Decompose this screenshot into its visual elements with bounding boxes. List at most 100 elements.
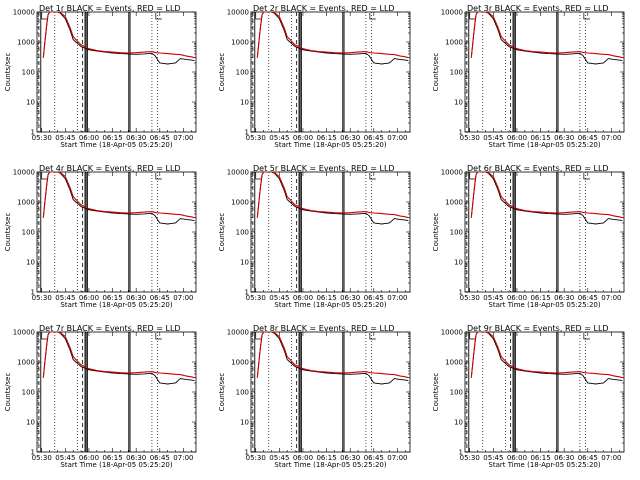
x-tick-label: 07:00 <box>173 134 193 142</box>
x-tick-label: 06:00 <box>507 454 527 462</box>
series-group <box>470 172 623 225</box>
x-tick-label: 06:30 <box>340 134 360 142</box>
x-tick-label: 06:45 <box>150 294 170 302</box>
flag-marker <box>583 173 590 180</box>
detector-panel-2: Det 2r BLACK = Events, RED = LLD 1 10 100 10… <box>218 4 411 149</box>
x-tick-label: 05:45 <box>269 454 289 462</box>
y-axis-label: Counts/sec <box>218 53 226 92</box>
x-tick-label: 07:00 <box>387 294 407 302</box>
y-tick-label: 10000 <box>13 9 35 17</box>
x-axis-label: Start Time (18-Apr-05 05:25:20) <box>60 141 172 149</box>
series-line-lld <box>42 12 195 59</box>
y-axis-label: Counts/sec <box>4 373 12 412</box>
flag-marker <box>583 333 590 340</box>
x-axis-label: Start Time (18-Apr-05 05:25:20) <box>488 301 600 309</box>
vertical-markers <box>38 12 158 132</box>
y-tick-label: 1 <box>459 129 463 137</box>
flag-marker <box>41 173 48 180</box>
detector-panel-7: Det 7r BLACK = Events, RED = LLD 1 10 100 10… <box>4 324 197 469</box>
series-line-lld <box>470 332 623 379</box>
x-axis-label: Start Time (18-Apr-05 05:25:20) <box>60 301 172 309</box>
y-tick-label: 10000 <box>441 9 463 17</box>
plot-frame <box>36 11 197 133</box>
series-line-events <box>256 172 409 225</box>
series-group <box>470 12 623 65</box>
y-tick-label: 1 <box>459 449 463 457</box>
y-tick-label: 10 <box>454 99 463 107</box>
x-tick-label: 05:30 <box>246 134 266 142</box>
x-tick-label: 07:00 <box>601 294 621 302</box>
y-tick-label: 10 <box>26 99 35 107</box>
plot-frame <box>250 171 411 293</box>
flag-marker <box>155 173 162 180</box>
x-tick-label: 06:45 <box>364 454 384 462</box>
y-tick-label: 100 <box>22 229 35 237</box>
x-tick-label: 05:30 <box>32 134 52 142</box>
x-tick-label: 06:15 <box>316 454 336 462</box>
flag-marker <box>583 13 590 20</box>
x-tick-label: 06:30 <box>126 134 146 142</box>
x-tick-label: 05:30 <box>460 454 480 462</box>
panel-title: Det 7r BLACK = Events, RED = LLD <box>39 324 181 333</box>
x-tick-label: 06:45 <box>150 134 170 142</box>
x-tick-label: 06:00 <box>293 294 313 302</box>
x-tick-label: 05:45 <box>483 454 503 462</box>
plot-frame <box>250 331 411 453</box>
flag-marker <box>369 13 376 20</box>
x-tick-label: 06:30 <box>340 294 360 302</box>
x-tick-label: 06:15 <box>102 454 122 462</box>
series-line-events <box>42 332 195 385</box>
y-tick-label: 1 <box>31 449 35 457</box>
y-tick-label: 100 <box>22 69 35 77</box>
x-axis-label: Start Time (18-Apr-05 05:25:20) <box>488 141 600 149</box>
y-tick-label: 10000 <box>227 169 249 177</box>
x-tick-label: 05:30 <box>246 454 266 462</box>
x-tick-label: 05:45 <box>55 294 75 302</box>
x-tick-label: 06:00 <box>79 294 99 302</box>
x-tick-label: 06:15 <box>102 134 122 142</box>
flag-marker <box>369 333 376 340</box>
series-line-lld <box>256 332 409 379</box>
flag-marker <box>255 173 262 180</box>
x-axis-label: Start Time (18-Apr-05 05:25:20) <box>60 461 172 469</box>
plot-frame <box>464 11 625 133</box>
x-tick-label: 07:00 <box>601 134 621 142</box>
x-tick-label: 06:30 <box>340 454 360 462</box>
x-tick-label: 07:00 <box>173 454 193 462</box>
y-tick-label: 10 <box>454 259 463 267</box>
detector-panel-8: Det 8r BLACK = Events, RED = LLD 1 10 100 10… <box>218 324 411 469</box>
y-tick-label: 1 <box>245 129 249 137</box>
x-tick-label: 06:00 <box>79 454 99 462</box>
y-tick-label: 1000 <box>17 39 35 47</box>
x-tick-label: 07:00 <box>387 454 407 462</box>
flag-marker <box>469 173 476 180</box>
x-tick-label: 06:15 <box>530 134 550 142</box>
x-tick-label: 06:45 <box>578 454 598 462</box>
y-tick-label: 100 <box>236 229 249 237</box>
x-tick-label: 05:30 <box>460 134 480 142</box>
plot-frame <box>250 11 411 133</box>
series-line-events <box>42 172 195 225</box>
plot-frame <box>464 171 625 293</box>
x-axis-label: Start Time (18-Apr-05 05:25:20) <box>274 301 386 309</box>
y-axis-label: Counts/sec <box>4 213 12 252</box>
x-tick-label: 05:30 <box>32 454 52 462</box>
x-tick-label: 05:45 <box>55 454 75 462</box>
x-tick-label: 06:30 <box>554 294 574 302</box>
series-line-lld <box>42 332 195 379</box>
plot-frame <box>464 331 625 453</box>
detector-panel-6: Det 6r BLACK = Events, RED = LLD 1 10 100 10… <box>432 164 625 309</box>
x-tick-label: 06:45 <box>578 134 598 142</box>
panel-title: Det 3r BLACK = Events, RED = LLD <box>467 4 609 13</box>
x-tick-label: 06:45 <box>364 134 384 142</box>
x-tick-label: 05:30 <box>460 294 480 302</box>
y-tick-label: 1 <box>459 289 463 297</box>
x-tick-label: 06:00 <box>79 134 99 142</box>
y-tick-label: 1000 <box>17 199 35 207</box>
y-tick-label: 10000 <box>441 329 463 337</box>
x-tick-label: 06:00 <box>293 454 313 462</box>
series-group <box>256 172 409 225</box>
vertical-markers <box>38 332 158 452</box>
x-tick-label: 06:00 <box>507 134 527 142</box>
x-axis-label: Start Time (18-Apr-05 05:25:20) <box>274 141 386 149</box>
